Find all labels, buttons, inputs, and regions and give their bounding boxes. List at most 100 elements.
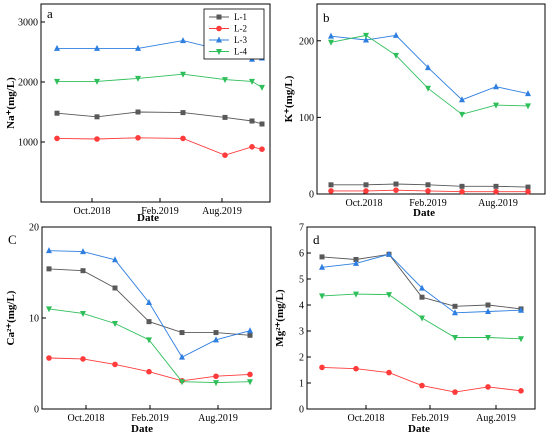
legend-label-L-2: L-2 (234, 24, 247, 34)
panel-a-letter: a (47, 6, 53, 21)
panel-a-point-L-1-2 (135, 109, 141, 115)
panel-a-point-L-1-0 (54, 110, 60, 116)
panel-a-point-L-3-0 (54, 44, 60, 51)
panel-a-point-L-2-1 (94, 136, 100, 142)
panel-C-point-L-1-0 (46, 266, 52, 272)
panel-d-series-L-2 (319, 364, 524, 395)
panel-C-point-L-3-5 (213, 336, 219, 343)
panel-b-point-L-1-1 (363, 182, 369, 188)
panel-a-point-L-3-3 (180, 37, 186, 44)
panel-b-series-L-1 (328, 181, 531, 190)
panel-d-point-L-3-1 (353, 259, 359, 266)
panel-b-point-L-4-6 (525, 103, 531, 110)
panel-b-point-L-2-3 (425, 188, 431, 194)
panel-C-series-L-1 (46, 266, 253, 338)
panel-b-letter: b (323, 10, 330, 25)
panel-d-line-L-1 (321, 253, 522, 310)
legend-label-L-1: L-1 (234, 12, 247, 22)
panel-b-ytick-label-2: 200 (299, 36, 314, 47)
panel-b-point-L-3-3 (425, 64, 431, 71)
panel-b-ytick-label-0: 0 (309, 190, 314, 201)
panel-b-point-L-4-5 (493, 102, 499, 109)
panel-d-point-L-4-0 (319, 293, 325, 300)
panel-a-point-L-4-3 (180, 71, 186, 78)
panel-a-point-L-1-4 (222, 114, 228, 120)
panel-d-ytick-label-7: 7 (299, 223, 304, 234)
legend-marker-L-3 (216, 36, 222, 43)
panel-C-point-L-4-6 (247, 379, 253, 386)
panel-a-point-L-1-1 (94, 114, 100, 120)
panel-a-point-L-3-1 (94, 44, 100, 51)
panel-d-point-L-2-3 (419, 382, 425, 389)
panel-C-point-L-1-4 (179, 330, 185, 336)
panel-C-xtick-label-2: Aug.2019 (198, 413, 238, 424)
panel-d-ytick-label-3: 3 (299, 327, 304, 338)
panel-b-point-L-1-4 (459, 183, 465, 189)
panel-d-point-L-4-1 (353, 291, 359, 298)
panel-C-point-L-1-6 (247, 332, 253, 338)
panel-d-point-L-4-4 (452, 335, 458, 341)
panel-b-ytick-label-1: 100 (299, 113, 314, 124)
panel-d-point-L-3-6 (518, 306, 524, 313)
legend-marker-L-4 (216, 49, 222, 55)
panel-a-legend: L-1 L-2L-3 L-4 (203, 8, 265, 60)
panel-d-point-L-1-4 (452, 303, 458, 309)
panel-b-point-L-1-6 (525, 184, 531, 190)
panel-b-point-L-4-0 (328, 39, 334, 46)
panel-b-point-L-3-5 (493, 83, 499, 90)
panel-C-ytick-label-2: 20 (29, 223, 39, 234)
panel-C-point-L-3-6 (247, 327, 253, 334)
panel-C: 0 10 20 Oct.2018 Feb.2019 Aug.2019 Date Ca²⁺(mg… (5, 223, 272, 435)
panel-b-point-L-3-4 (459, 96, 465, 103)
panel-C-letter: C (8, 232, 17, 247)
panel-a-series-L-4 (54, 71, 265, 91)
panel-a-point-L-1-6 (259, 121, 265, 127)
panel-b-series-L-4 (328, 32, 531, 118)
panel-d-point-L-3-4 (452, 309, 458, 316)
panel-C-ytick-label-1: 10 (29, 314, 39, 325)
panel-d-point-L-4-2 (386, 292, 392, 299)
panel-a-ytick-label-0: 1000 (18, 138, 38, 149)
panel-a-line-L-2 (56, 137, 263, 156)
panel-a-point-L-4-2 (135, 75, 141, 82)
panel-a-point-L-4-6 (259, 84, 265, 91)
panel-C-point-L-2-2 (112, 361, 118, 368)
panel-C-series-L-2 (46, 355, 253, 384)
panel-C-point-L-3-3 (146, 299, 152, 306)
panel-a-point-L-2-4 (222, 152, 228, 158)
panel-d-ytick-label-2: 2 (299, 353, 304, 364)
panel-d-ytick-label-5: 5 (299, 275, 304, 286)
panel-b-point-L-4-2 (393, 52, 399, 59)
panel-C-point-L-2-1 (80, 356, 86, 362)
panel-C-point-L-4-0 (46, 306, 52, 313)
panel-b-point-L-2-5 (493, 188, 499, 195)
panel-b-point-L-2-0 (328, 188, 334, 194)
panel-C-xtick-label-0: Oct.2018 (68, 413, 105, 424)
panel-d-xtick-label-0: Oct.2018 (348, 413, 385, 424)
panel-d-point-L-4-3 (419, 315, 425, 322)
panel-a-point-L-3-2 (135, 44, 141, 51)
panel-d-point-L-2-1 (353, 365, 359, 372)
panel-d-point-L-4-5 (485, 335, 491, 341)
panel-d-ytick-label-4: 4 (299, 301, 304, 312)
panel-b-point-L-3-0 (328, 32, 334, 39)
panel-d-line-L-2 (321, 366, 522, 393)
panel-b-point-L-2-1 (363, 188, 369, 194)
panel-a-ytick-label-2: 3000 (18, 18, 38, 29)
panel-d-series-L-3 (319, 250, 524, 316)
panel-d-point-L-1-1 (353, 257, 359, 262)
panel-d-point-L-2-6 (518, 388, 524, 394)
panel-C-series-L-3 (46, 247, 253, 360)
panel-b-y-axis-title: K⁺(mg/L) (283, 75, 295, 122)
panel-d-point-L-2-2 (386, 369, 392, 376)
panel-C-point-L-3-4 (179, 353, 185, 360)
panel-a-line-L-4 (57, 73, 263, 88)
panel-b-point-L-2-4 (459, 188, 465, 195)
panel-b-point-L-2-2 (393, 187, 399, 193)
panel-a-point-L-4-1 (94, 78, 100, 85)
panel-C-point-L-1-5 (213, 330, 219, 336)
panel-C-point-L-2-3 (146, 368, 152, 375)
panel-C-point-L-2-6 (247, 371, 253, 378)
panel-b-series-L-2 (328, 187, 531, 195)
